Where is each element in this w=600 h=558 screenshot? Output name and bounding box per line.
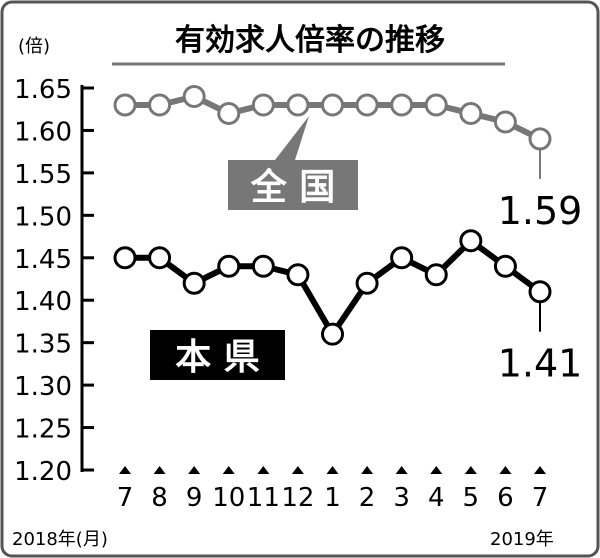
x-tick-label: 7 — [117, 483, 134, 513]
data-point — [182, 271, 206, 295]
data-point — [528, 280, 552, 304]
x-tick-label: 2 — [359, 483, 376, 513]
data-point — [459, 229, 483, 253]
x-tick-label: 5 — [463, 483, 480, 513]
x-tick — [257, 466, 270, 474]
series-label-box — [150, 330, 285, 380]
x-tick — [534, 466, 546, 474]
series-label-box — [228, 160, 358, 210]
x-tick-label: 1 — [324, 483, 341, 513]
x-tick — [153, 466, 166, 474]
data-point — [217, 101, 241, 125]
x-tick — [395, 466, 408, 474]
y-tick-label: 1.25 — [14, 415, 72, 445]
data-point — [113, 93, 137, 117]
y-tick-label: 1.30 — [14, 372, 72, 402]
chart-title: 有効求人倍率の推移 — [175, 23, 445, 58]
x-tick — [188, 466, 201, 474]
end-value-label: 1.59 — [498, 189, 583, 233]
data-point — [493, 254, 517, 278]
x-tick-label: 7 — [532, 483, 549, 513]
data-point — [493, 110, 517, 134]
data-point — [424, 93, 448, 117]
series-label: 全 国 — [250, 166, 336, 208]
x-tick — [222, 466, 235, 474]
y-tick-label: 1.60 — [14, 117, 72, 147]
x-tick — [326, 466, 339, 474]
callout-pointer — [210, 274, 212, 330]
data-point — [528, 127, 552, 151]
series-label: 本 県 — [175, 337, 260, 378]
x-tick-label: 9 — [186, 483, 203, 513]
x-tick — [430, 466, 443, 474]
data-point — [355, 271, 379, 295]
x-tick-label: 11 — [247, 483, 280, 513]
data-point — [148, 93, 172, 117]
data-point — [182, 84, 206, 108]
y-tick-label: 1.35 — [14, 330, 72, 360]
y-tick-label: 1.55 — [14, 160, 72, 190]
data-point — [251, 254, 275, 278]
data-point — [148, 246, 172, 270]
x-tick — [291, 466, 304, 474]
x-tick-label: 4 — [428, 483, 445, 513]
end-value-label: 1.41 — [498, 342, 583, 386]
data-point — [321, 322, 344, 346]
y-tick-label: 1.50 — [14, 202, 72, 232]
y-tick-label: 1.65 — [14, 75, 72, 105]
data-point — [217, 254, 241, 278]
data-point — [321, 93, 344, 117]
x-tick — [361, 466, 374, 474]
callout-pointer — [275, 116, 309, 160]
data-point — [355, 93, 379, 117]
x-tick — [499, 466, 512, 474]
series-0: 全 国 1.59 — [113, 84, 583, 233]
x-tick-label: 12 — [281, 483, 314, 513]
x-start-label: 2018年(月) — [12, 529, 108, 550]
x-tick-label: 3 — [393, 483, 410, 513]
y-tick-label: 1.40 — [14, 287, 72, 317]
data-point — [390, 93, 414, 117]
y-axis-unit: (倍) — [18, 36, 50, 57]
data-point — [390, 246, 414, 270]
x-tick-label: 8 — [151, 483, 168, 513]
data-point — [286, 93, 310, 117]
series-1: 本 県 1.41 — [113, 229, 583, 386]
y-tick-label: 1.45 — [14, 245, 72, 275]
data-point — [113, 246, 137, 270]
x-end-label: 2019年 — [490, 529, 554, 550]
x-tick-label: 6 — [497, 483, 514, 513]
x-tick — [464, 466, 477, 474]
data-point — [286, 263, 310, 287]
data-point — [459, 101, 483, 125]
y-tick-label: 1.20 — [14, 457, 72, 487]
data-point — [424, 263, 448, 287]
x-tick — [119, 466, 131, 474]
x-tick-label: 10 — [212, 483, 245, 513]
data-point — [251, 93, 275, 117]
